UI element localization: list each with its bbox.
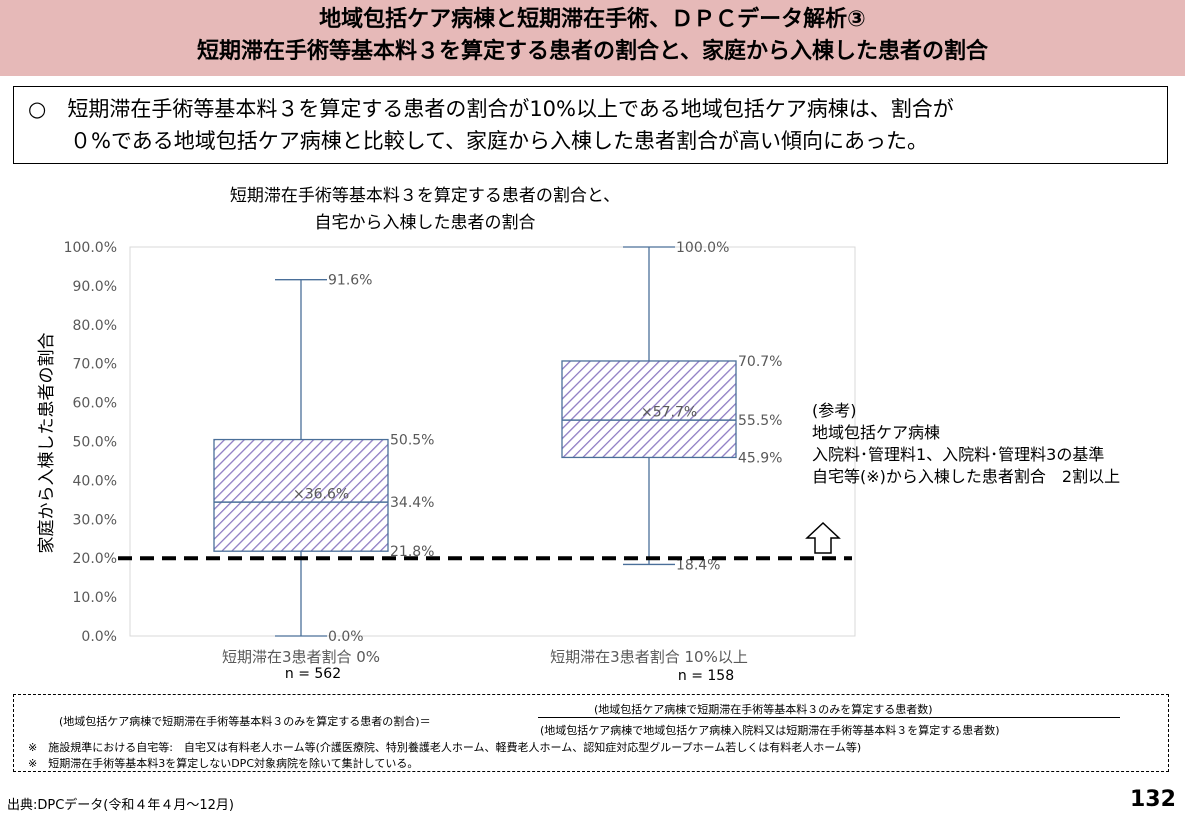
y-tick-label: 0.0%: [81, 629, 117, 645]
box-iqr: [561, 360, 737, 459]
note-2: ※ 短期滞在手術等基本料3を算定しないDPC対象病院を除いて集計している。: [28, 757, 419, 770]
data-label-mean: ×36.6%: [293, 487, 349, 503]
notes-box: (地域包括ケア病棟で短期滞在手術等基本料３のみを算定する患者の割合)＝ (地域包…: [13, 694, 1169, 772]
chart-title-line-1: 短期滞在手術等基本料３を算定する患者の割合と、: [230, 186, 620, 206]
reference-note: (参考) 地域包括ケア病棟 入院料･管理料1、入院料･管理料3の基準 自宅等(※…: [812, 400, 1120, 488]
y-tick-label: 30.0%: [73, 512, 117, 528]
box-iqr: [213, 438, 389, 552]
data-label-q3: 50.5%: [390, 433, 434, 449]
data-label-min: 0.0%: [328, 629, 364, 645]
data-label-min: 18.4%: [676, 557, 720, 573]
title-band: 地域包括ケア病棟と短期滞在手術、ＤＰＣデータ解析③ 短期滞在手術等基本料３を算定…: [0, 0, 1185, 76]
data-label-median: 55.5%: [738, 413, 782, 429]
category-label-1: 短期滞在3患者割合 10%以上: [550, 648, 748, 666]
y-tick-label: 70.0%: [73, 357, 117, 373]
page-number: 132: [1130, 787, 1176, 812]
data-label-q3: 70.7%: [738, 354, 782, 370]
reference-line-2: 地域包括ケア病棟: [812, 423, 941, 442]
page-subtitle: 短期滞在手術等基本料３を算定する患者の割合と、家庭から入棟した患者の割合: [196, 39, 989, 64]
formula-fraction-line: [538, 717, 1120, 718]
y-tick-label: 90.0%: [73, 279, 117, 295]
data-label-max: 91.6%: [328, 273, 372, 289]
data-label-q1: 45.9%: [738, 450, 782, 466]
summary-line-1: ○ 短期滞在手術等基本料３を算定する患者の割合が10%以上である地域包括ケア病棟…: [28, 97, 954, 121]
y-tick-label: 10.0%: [73, 590, 117, 606]
reference-line-4: 自宅等(※)から入棟した患者割合 2割以上: [812, 467, 1121, 486]
y-tick-label: 20.0%: [73, 551, 117, 567]
summary-box: ○ 短期滞在手術等基本料３を算定する患者の割合が10%以上である地域包括ケア病棟…: [13, 86, 1168, 164]
note-1: ※ 施設規準における自宅等: 自宅又は有料老人ホーム等(介護医療院、特別養護老人…: [28, 741, 862, 754]
boxes: 50.5% 34.4% 21.8% 91.6% 0.0% ×36.6% 70.7% 55.5%…: [213, 240, 782, 645]
page-title: 地域包括ケア病棟と短期滞在手術、ＤＰＣデータ解析③: [319, 7, 866, 32]
source-citation: 出典:DPCデータ(令和４年４月～12月): [7, 798, 234, 813]
y-tick-label: 100.0%: [64, 240, 117, 256]
box-plot-chart: 短期滞在手術等基本料３を算定する患者の割合と、 自宅から入棟した患者の割合 家庭…: [37, 186, 856, 684]
n-label-0: n = 562: [285, 666, 341, 682]
data-label-mean: ×57.7%: [641, 405, 697, 421]
y-axis-label: 家庭から入棟した患者の割合: [37, 333, 57, 554]
n-label-1: n = 158: [678, 668, 734, 684]
y-axis-ticks: 0.0% 10.0% 20.0% 30.0% 40.0% 50.0% 60.0% 70.0% 8…: [64, 240, 117, 645]
data-label-max: 100.0%: [676, 240, 729, 256]
y-tick-label: 80.0%: [73, 318, 117, 334]
y-tick-label: 50.0%: [73, 435, 117, 451]
formula-lhs: (地域包括ケア病棟で短期滞在手術等基本料３のみを算定する患者の割合)＝: [59, 715, 431, 728]
summary-line-2: ０%である地域包括ケア病棟と比較して、家庭から入棟した患者割合が高い傾向にあった…: [70, 129, 929, 153]
y-tick-label: 60.0%: [73, 396, 117, 412]
y-tick-label: 40.0%: [73, 473, 117, 489]
reference-line-1: (参考): [812, 401, 857, 420]
data-label-q1: 21.8%: [390, 544, 434, 560]
category-label-0: 短期滞在3患者割合 0%: [222, 648, 380, 666]
plot-area-border: [129, 246, 856, 637]
reference-line-3: 入院料･管理料1、入院料･管理料3の基準: [812, 445, 1105, 464]
data-label-median: 34.4%: [390, 495, 434, 511]
formula-denominator: (地域包括ケア病棟で地域包括ケア病棟入院料又は短期滞在手術等基本料３を算定する患…: [540, 724, 1000, 737]
up-arrow-icon: [805, 521, 841, 554]
formula-numerator: (地域包括ケア病棟で短期滞在手術等基本料３のみを算定する患者数): [594, 703, 933, 716]
chart-title-line-2: 自宅から入棟した患者の割合: [315, 213, 536, 233]
